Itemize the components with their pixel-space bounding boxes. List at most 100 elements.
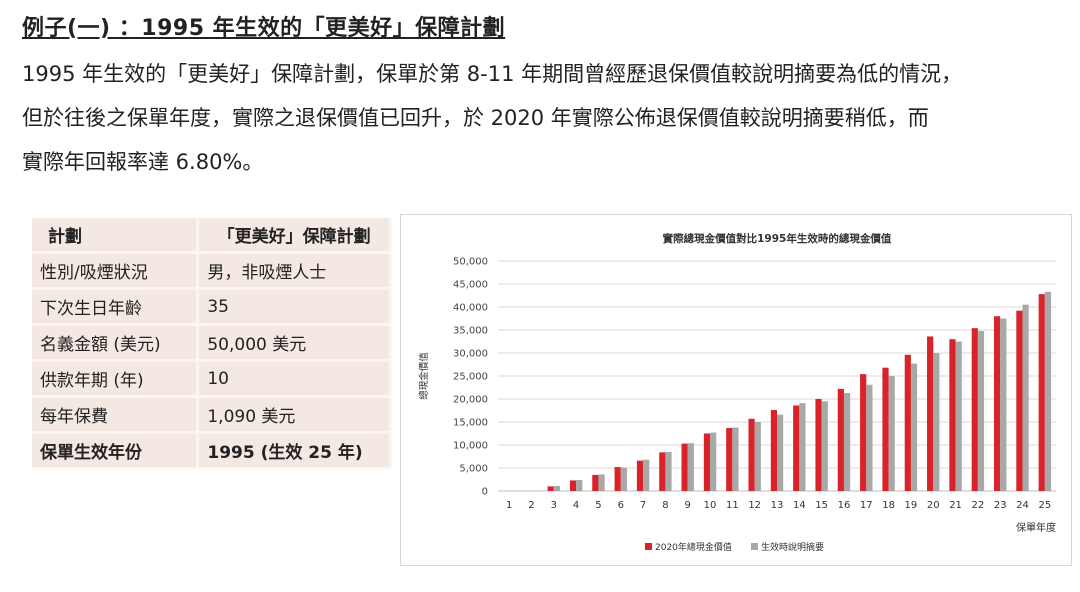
y-tick-label: 45,000 <box>453 280 488 291</box>
bar-illustrated <box>910 363 918 491</box>
x-tick-label: 9 <box>685 500 691 511</box>
chart-title: 實際總現金價值對比1995年生效時的總現金價值 <box>663 232 892 245</box>
page-heading: 例子(一) ：1995 年生效的「更美好」保障計劃 <box>22 16 506 41</box>
y-tick-label: 25,000 <box>453 372 488 383</box>
bar-actual-2020 <box>971 328 978 491</box>
table-header-row: 計劃 「更美好」保障計劃 <box>32 218 392 254</box>
table-row: 名義金額 (美元) 50,000 美元 <box>32 324 392 362</box>
table-cell-value: 「更美好」保障計劃 <box>197 218 392 254</box>
x-tick-label: 22 <box>972 500 985 511</box>
bar-illustrated <box>799 403 806 491</box>
bar-actual-2020 <box>614 467 621 491</box>
y-tick-label: 0 <box>482 487 488 498</box>
x-tick-label: 16 <box>838 500 851 511</box>
legend-swatch-illustrated <box>751 543 758 550</box>
y-tick-label: 30,000 <box>453 349 488 360</box>
paragraph-line: 實際年回報率達 6.80%。 <box>22 150 264 174</box>
table-cell-label: 性別/吸煙狀況 <box>32 252 200 290</box>
policy-info-table: 計劃 「更美好」保障計劃 性別/吸煙狀況 男，非吸煙人士 下次生日年齡 35 名… <box>32 218 392 470</box>
x-tick-label: 2 <box>528 500 534 511</box>
legend-label-actual: 2020年總現金價值 <box>655 541 732 553</box>
bar-illustrated <box>821 401 828 491</box>
bar-illustrated <box>710 432 717 491</box>
table-row: 每年保費 1,090 美元 <box>32 396 392 434</box>
x-axis-label: 保單年度 <box>1016 521 1056 534</box>
bar-actual-2020 <box>949 339 956 491</box>
bar-illustrated <box>687 443 694 491</box>
bar-illustrated <box>1044 291 1052 491</box>
bar-illustrated <box>955 341 962 491</box>
bar-actual-2020 <box>569 480 577 491</box>
y-tick-label: 40,000 <box>453 303 488 314</box>
x-tick-label: 20 <box>927 500 940 511</box>
bar-illustrated <box>732 427 739 491</box>
x-tick-label: 3 <box>551 500 557 511</box>
x-tick-label: 17 <box>860 500 873 511</box>
bar-illustrated <box>933 353 940 491</box>
y-tick-label: 5,000 <box>459 464 488 475</box>
bar-illustrated <box>888 376 895 491</box>
bar-illustrated <box>665 451 672 491</box>
bar-illustrated <box>843 393 851 491</box>
x-tick-label: 11 <box>726 500 739 511</box>
bar-actual-2020 <box>1016 310 1023 491</box>
table-cell-label: 每年保費 <box>32 396 200 434</box>
table-row: 保單生效年份 1995 (生效 25 年) <box>32 432 392 470</box>
bar-illustrated <box>977 330 985 491</box>
bar-actual-2020 <box>882 367 889 491</box>
table-cell-label: 下次生日年齡 <box>32 288 200 326</box>
bar-actual-2020 <box>1038 294 1045 491</box>
x-tick-label: 14 <box>793 500 806 511</box>
description-paragraph: 1995 年生效的「更美好」保障計劃，保單於第 8-11 年期間曾經歷退保價值較… <box>22 52 1062 184</box>
x-tick-label: 10 <box>704 500 717 511</box>
table-cell-label: 保單生效年份 <box>32 432 200 470</box>
bar-illustrated <box>598 474 605 491</box>
bar-actual-2020 <box>592 474 599 491</box>
bar-actual-2020 <box>547 486 554 491</box>
table-row: 供款年期 (年) 10 <box>32 360 392 398</box>
table-cell-value: 男，非吸煙人士 <box>197 252 392 290</box>
x-tick-label: 25 <box>1038 500 1051 511</box>
table-cell-label: 供款年期 (年) <box>32 360 200 398</box>
bar-illustrated <box>553 485 560 491</box>
y-axis-label: 總現金價值 <box>418 352 430 400</box>
paragraph-line: 1995 年生效的「更美好」保障計劃，保單於第 8-11 年期間曾經歷退保價值較… <box>22 62 963 86</box>
y-tick-label: 35,000 <box>453 326 488 337</box>
bar-illustrated <box>1000 318 1007 491</box>
table-cell-label: 計劃 <box>32 218 200 254</box>
x-tick-label: 1 <box>506 500 512 511</box>
bar-actual-2020 <box>994 316 1001 491</box>
bar-actual-2020 <box>659 452 666 491</box>
x-tick-label: 5 <box>595 500 601 511</box>
bar-chart: 實際總現金價值對比1995年生效時的總現金價值 0 5,000 10,000 15,00… <box>418 232 1056 553</box>
bar-illustrated <box>576 479 583 491</box>
bar-actual-2020 <box>636 460 644 491</box>
bar-actual-2020 <box>681 443 688 491</box>
bar-actual-2020 <box>793 405 800 491</box>
x-tick-label: 8 <box>662 500 668 511</box>
y-tick-label: 15,000 <box>453 418 488 429</box>
bar-illustrated <box>620 467 627 491</box>
bar-illustrated <box>643 459 650 491</box>
chart-container: 實際總現金價值對比1995年生效時的總現金價值 0 5,000 10,000 15,00… <box>400 214 1072 566</box>
x-tick-label: 19 <box>905 500 918 511</box>
paragraph-line: 但於往後之保單年度，實際之退保價值已回升，於 2020 年實際公佈退保價值較說明… <box>22 106 929 130</box>
bar-actual-2020 <box>726 427 733 491</box>
bar-actual-2020 <box>815 399 822 491</box>
x-tick-label: 15 <box>815 500 828 511</box>
x-tick-label: 21 <box>949 500 962 511</box>
x-tick-label: 18 <box>882 500 895 511</box>
bar-actual-2020 <box>748 418 755 491</box>
legend-label-illustrated: 生效時說明摘要 <box>761 541 824 553</box>
legend-swatch-actual <box>645 543 652 550</box>
bar-actual-2020 <box>927 336 934 491</box>
table-cell-value: 1,090 美元 <box>197 396 392 434</box>
table-cell-value: 1995 (生效 25 年) <box>197 432 392 470</box>
table-cell-value: 10 <box>197 360 392 398</box>
x-tick-label: 7 <box>640 500 646 511</box>
bar-illustrated <box>754 422 761 491</box>
bar-illustrated <box>866 384 873 491</box>
x-tick-label: 4 <box>573 500 579 511</box>
bar-actual-2020 <box>904 354 911 491</box>
table-cell-label: 名義金額 (美元) <box>32 324 200 362</box>
